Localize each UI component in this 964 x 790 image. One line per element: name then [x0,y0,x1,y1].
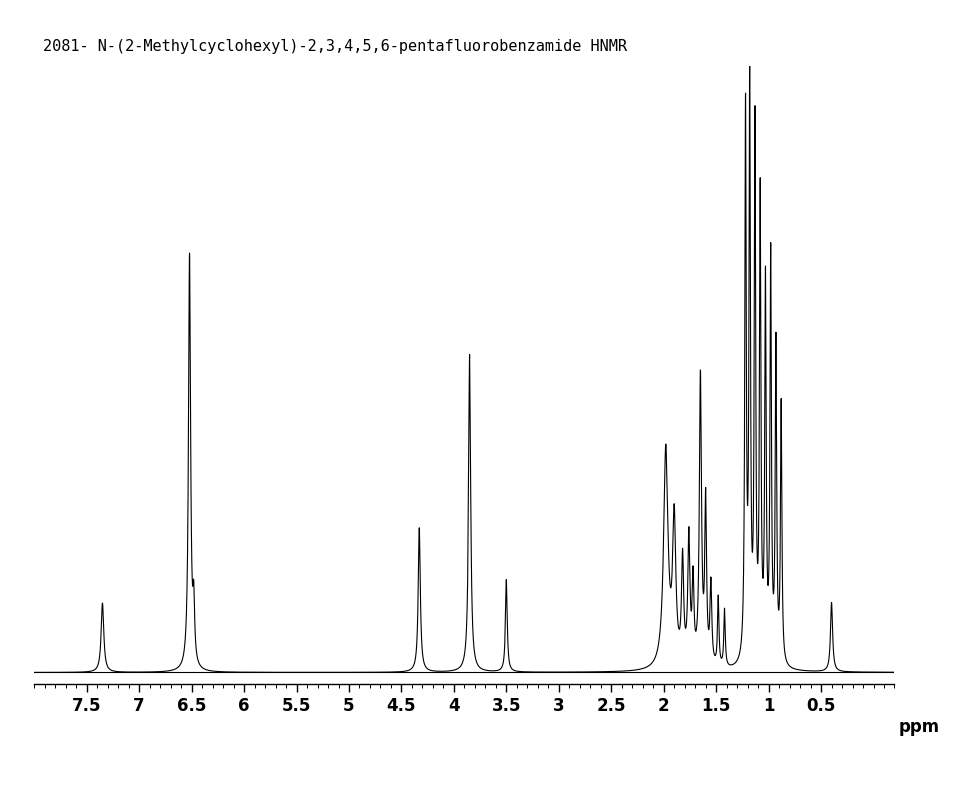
Text: ppm: ppm [898,718,940,736]
Text: 2081- N-(2-Methylcyclohexyl)-2,3,4,5,6-pentafluorobenzamide HNMR: 2081- N-(2-Methylcyclohexyl)-2,3,4,5,6-p… [42,39,627,54]
